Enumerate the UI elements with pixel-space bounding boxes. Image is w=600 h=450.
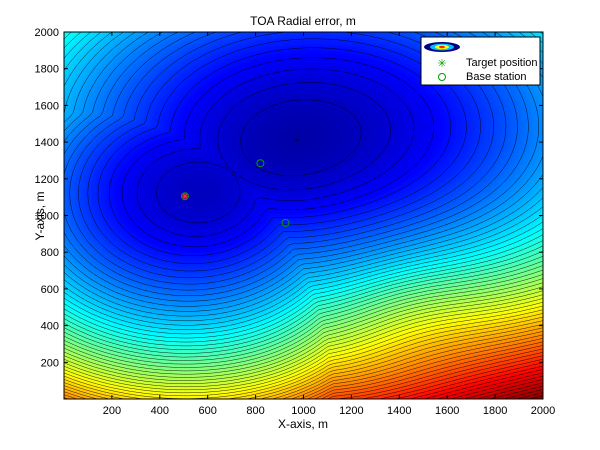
chart-title: TOA Radial error, m: [250, 14, 356, 28]
x-axis-ticks: 200 400 600 800 1000 1200 1400 1600 1800 2000: [103, 32, 555, 417]
target-position-marker: [181, 193, 188, 200]
contour-line: [64, 32, 543, 335]
x-tick-label: 1400: [387, 405, 411, 417]
legend-contour-swatch: [424, 42, 460, 52]
x-tick-label: 200: [103, 405, 121, 417]
x-axis-label: X-axis, m: [278, 417, 328, 431]
contour-line: [64, 32, 543, 322]
x-tick-label: 1800: [483, 405, 507, 417]
error-heatmap: [64, 32, 543, 399]
contour-line: [64, 32, 543, 330]
base-station-marker: [180, 192, 189, 201]
x-tick-label: 400: [151, 405, 169, 417]
y-tick-label: 1000: [35, 211, 59, 223]
contour-line: [64, 274, 543, 372]
legend-target-marker: ✳: [437, 58, 446, 70]
contour-line: [64, 32, 543, 339]
contour-line: [64, 260, 543, 361]
y-tick-label: 1800: [35, 64, 59, 76]
y-tick-label: 1400: [35, 137, 59, 149]
contour-line: [64, 309, 543, 399]
contour-line: [64, 286, 543, 381]
legend-box: [420, 36, 541, 86]
y-tick-label: 800: [41, 247, 59, 259]
contour-line: [64, 282, 543, 378]
y-tick-label: 600: [41, 284, 59, 296]
contour-line: [240, 99, 362, 176]
y-tick-label: 200: [41, 357, 59, 369]
contour-line: [64, 32, 543, 307]
x-tick-label: 2000: [531, 405, 555, 417]
x-tick-label: 600: [199, 405, 217, 417]
contour-line: [423, 369, 543, 399]
contour-line: [64, 265, 543, 365]
contour-line: [64, 255, 543, 358]
y-axis-label: Y-axis, m: [33, 192, 47, 241]
x-tick-label: 800: [246, 405, 264, 417]
markers: [180, 159, 290, 227]
base-station-marker: [281, 218, 290, 227]
contour-line: [97, 38, 467, 265]
base-station-marker: [256, 159, 265, 168]
x-tick-label: 1600: [435, 405, 459, 417]
contour-line: [64, 250, 543, 354]
contour-line: [64, 294, 543, 388]
contour-line: [64, 305, 543, 397]
contour-line: [64, 320, 543, 399]
contour-line: [64, 323, 543, 399]
contour-line: [64, 334, 543, 399]
contour-lines: [64, 32, 543, 399]
contour-line: [64, 278, 543, 375]
plot-area: [64, 32, 543, 399]
contour-line: [69, 32, 507, 285]
contour-line: [64, 32, 540, 302]
legend-base-station-marker: [438, 73, 446, 81]
legend-base-station-label: Base station: [466, 71, 527, 83]
contour-line: [463, 379, 543, 399]
legend: ✳ Target position Base station: [420, 36, 541, 86]
contour-line: [64, 327, 543, 399]
contour-line: [64, 269, 543, 368]
contour-line: [64, 313, 543, 399]
contour-line: [64, 32, 543, 317]
y-tick-label: 400: [41, 321, 59, 333]
contour-line: [64, 32, 543, 326]
y-tick-label: 1200: [35, 174, 59, 186]
contour-line: [503, 389, 543, 399]
contour-line: [121, 57, 434, 248]
y-axis-ticks: 200 400 600 800 1000 1200 1400 1600 1800 2000: [35, 27, 543, 369]
contour-line: [64, 32, 543, 312]
legend-target-label: Target position: [466, 57, 538, 69]
contour-line: [64, 316, 543, 399]
y-tick-label: 1600: [35, 100, 59, 112]
contour-line: [136, 68, 415, 237]
y-tick-label: 2000: [35, 27, 59, 39]
x-tick-label: 1000: [291, 405, 315, 417]
x-tick-label: 1200: [339, 405, 363, 417]
contour-line: [64, 331, 543, 399]
contour-line: [64, 298, 543, 391]
contour-line: [64, 240, 543, 347]
contour-line: [64, 290, 543, 384]
contour-line: [64, 234, 543, 343]
contour-line: [109, 47, 452, 257]
contour-line: [64, 301, 543, 394]
contour-line: [156, 82, 391, 224]
contour-line: [314, 341, 543, 399]
contour-line: [64, 245, 543, 350]
